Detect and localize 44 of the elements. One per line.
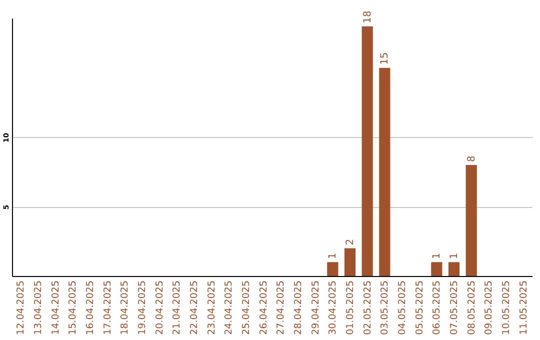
- data-label: 15: [380, 52, 391, 65]
- x-tick-label: 23.04.2025: [206, 280, 218, 335]
- data-label: 8: [466, 156, 478, 162]
- x-tick-label: 12.04.2025: [16, 280, 27, 335]
- x-tick-label: 06.05.2025: [432, 280, 443, 335]
- x-tick-label: 16.04.2025: [85, 280, 96, 335]
- data-label: 18: [362, 10, 374, 24]
- bar: [379, 68, 390, 276]
- data-label: 1: [328, 252, 339, 260]
- data-label: 2: [345, 238, 356, 246]
- x-tick-label: 11.05.2025: [518, 280, 530, 335]
- bar: [466, 165, 477, 276]
- x-tick-label: 28.04.2025: [293, 280, 304, 335]
- x-tick-label: 08.05.2025: [466, 280, 478, 335]
- x-tick-label: 04.05.2025: [397, 280, 408, 335]
- x-tick-label: 29.04.2025: [310, 280, 322, 335]
- x-tick-label: 05.05.2025: [414, 280, 426, 335]
- data-label: 1: [432, 252, 443, 260]
- x-tick-label: 30.04.2025: [328, 280, 339, 335]
- x-tick-label: 18.04.2025: [120, 280, 131, 335]
- x-tick-label: 17.04.2025: [102, 280, 114, 335]
- x-tick-label: 22.04.2025: [189, 280, 200, 335]
- bar: [327, 262, 338, 276]
- x-tick-label: 20.04.2025: [154, 280, 166, 335]
- bar: [344, 248, 356, 276]
- x-tick-label: 10.05.2025: [501, 280, 512, 335]
- x-tick-label: 14.04.2025: [50, 280, 62, 335]
- x-tick-label: 24.04.2025: [224, 280, 235, 335]
- x-tick-label: 13.04.2025: [33, 280, 44, 335]
- x-tick-label: 21.04.2025: [172, 280, 183, 335]
- x-tick-label: 01.05.2025: [345, 280, 356, 335]
- x-tick-label: 07.05.2025: [449, 280, 460, 335]
- data-label: 1: [449, 252, 460, 260]
- x-tick-label: 27.04.2025: [276, 280, 287, 335]
- x-tick-label: 15.04.2025: [68, 280, 79, 335]
- x-tick-label: 19.04.2025: [137, 280, 148, 335]
- bar: [362, 26, 373, 276]
- x-tick-label: 25.04.2025: [241, 280, 252, 335]
- bar: [431, 262, 442, 276]
- x-tick-label: 09.05.2025: [484, 280, 495, 335]
- x-tick-label: 03.05.2025: [380, 280, 391, 335]
- bar: [448, 262, 460, 276]
- x-tick-label: 02.05.2025: [362, 280, 374, 335]
- x-tick-label: 26.04.2025: [258, 280, 270, 335]
